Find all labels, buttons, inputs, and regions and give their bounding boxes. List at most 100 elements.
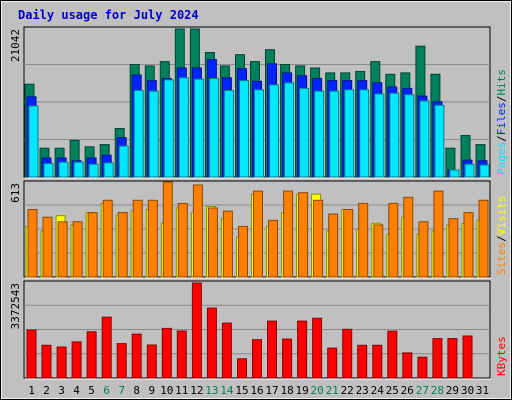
bar-visits-sites-day-4	[72, 221, 83, 278]
bar-visits-sites-day-3	[57, 221, 68, 278]
bar-visits-sites-day-31	[478, 199, 489, 278]
bar-visits-sites-day-2	[42, 216, 53, 278]
bar-visits-sites-day-28	[433, 190, 444, 278]
bar-kbytes-kbytes-day-28	[432, 338, 443, 379]
bar-kbytes-kbytes-day-4	[71, 341, 82, 379]
x-tick-label-day-26: 26	[401, 384, 414, 397]
bar-hits-pages-day-16	[254, 89, 264, 178]
bar-hits-pages-day-7	[118, 145, 129, 178]
panel-hits: 21042 Pages/Files/Hits	[9, 26, 508, 179]
bar-hits-pages-day-6	[103, 162, 114, 178]
bar-kbytes-kbytes-day-9	[146, 344, 157, 379]
bar-hits-pages-day-20	[314, 90, 325, 178]
bar-hits-pages-day-1	[28, 105, 39, 178]
bar-visits-sites-day-25	[388, 202, 399, 278]
x-tick-label-day-2: 2	[43, 384, 50, 397]
legend-label-sites: Sites	[495, 242, 508, 275]
x-tick-label-day-6: 6	[103, 384, 110, 397]
bar-kbytes-kbytes-day-1	[26, 329, 37, 379]
x-tick-label-day-20: 20	[310, 384, 323, 397]
bar-hits-pages-day-28	[434, 104, 445, 178]
x-tick-label-day-1: 1	[28, 384, 35, 397]
bar-kbytes-kbytes-day-22	[342, 328, 353, 379]
panel-visits: 613 Sites/Visits	[9, 180, 508, 279]
bar-hits-pages-day-10	[163, 79, 174, 178]
bar-kbytes-kbytes-day-24	[372, 344, 383, 379]
bar-kbytes-kbytes-day-30	[462, 335, 473, 379]
panel-hits-legend: Pages/Files/Hits	[495, 69, 508, 175]
bar-kbytes-kbytes-day-21	[327, 347, 338, 379]
bar-hits-pages-day-21	[329, 90, 340, 178]
bar-hits-pages-day-23	[359, 89, 370, 178]
bar-kbytes-kbytes-day-14	[221, 322, 232, 379]
bar-visits-sites-day-7	[117, 212, 128, 278]
bar-kbytes-kbytes-day-19	[297, 320, 308, 379]
bar-visits-sites-day-13	[207, 207, 218, 278]
bar-visits-sites-day-5	[87, 212, 98, 278]
bar-visits-sites-day-1	[27, 209, 38, 278]
x-tick-label-day-22: 22	[341, 384, 354, 397]
legend-separator: /	[495, 235, 508, 242]
bar-visits-sites-day-16	[253, 190, 263, 278]
x-tick-label-day-21: 21	[326, 384, 339, 397]
bar-visits-sites-day-6	[102, 199, 113, 278]
chart-panels: 21042 Pages/Files/Hits 613 Sites/Visits 3372…	[9, 26, 508, 397]
bar-hits-pages-day-13	[208, 78, 219, 178]
panel-visits-max-label: 613	[9, 183, 22, 203]
bar-visits-sites-day-19	[298, 192, 309, 278]
bar-hits-pages-day-18	[284, 82, 295, 178]
bar-kbytes-kbytes-day-13	[206, 307, 217, 379]
bar-visits-sites-day-20	[313, 199, 324, 278]
bar-kbytes-kbytes-day-10	[161, 327, 172, 379]
x-tick-label-day-14: 14	[220, 384, 234, 397]
bar-kbytes-kbytes-day-16	[252, 339, 262, 379]
bar-kbytes-kbytes-day-5	[86, 331, 97, 379]
x-tick-label-day-5: 5	[88, 384, 95, 397]
bar-hits-pages-day-17	[269, 84, 279, 178]
bar-visits-sites-day-9	[147, 199, 158, 278]
bar-hits-pages-day-12	[193, 78, 204, 178]
bar-hits-pages-day-11	[178, 77, 189, 178]
bar-visits-sites-day-10	[162, 181, 173, 278]
x-tick-label-day-18: 18	[280, 384, 293, 397]
bar-visits-sites-day-18	[283, 190, 294, 278]
bar-kbytes-kbytes-day-7	[116, 343, 127, 379]
bar-kbytes-kbytes-day-25	[387, 330, 398, 379]
legend-separator: /	[495, 96, 508, 103]
x-tick-label-day-4: 4	[73, 384, 80, 397]
bar-visits-sites-day-27	[418, 221, 429, 278]
bar-visits-sites-day-30	[463, 212, 474, 278]
x-tick-label-day-31: 31	[476, 384, 489, 397]
bar-hits-pages-day-15	[239, 80, 249, 178]
bar-visits-sites-day-26	[403, 196, 414, 278]
bar-kbytes-kbytes-day-3	[56, 346, 67, 379]
panel-kbytes-max-label: 3372543	[9, 283, 22, 329]
x-tick-label-day-25: 25	[386, 384, 399, 397]
x-tick-label-day-29: 29	[446, 384, 459, 397]
panel-visits-legend: Sites/Visits	[495, 196, 508, 276]
bar-visits-sites-day-22	[343, 209, 354, 278]
bar-visits-sites-day-17	[268, 219, 278, 278]
bar-visits-sites-day-21	[328, 213, 339, 278]
legend-label-hits: Hits	[495, 69, 508, 96]
bar-hits-pages-day-14	[223, 90, 234, 178]
bar-hits-pages-day-3	[58, 161, 69, 178]
bar-hits-pages-day-2	[43, 163, 54, 178]
legend-label-kbytes: KBytes	[495, 336, 508, 376]
bar-hits-pages-day-4	[73, 161, 84, 178]
bar-kbytes-kbytes-day-20	[312, 317, 323, 379]
x-tick-label-day-27: 27	[416, 384, 429, 397]
bar-visits-sites-day-23	[358, 202, 369, 278]
legend-label-files: Files	[495, 102, 508, 135]
legend-separator: /	[495, 135, 508, 142]
bar-hits-pages-day-8	[133, 90, 144, 178]
bar-hits-pages-day-22	[344, 89, 355, 178]
bar-visits-sites-day-24	[373, 224, 384, 278]
bar-kbytes-kbytes-day-17	[267, 320, 277, 379]
bar-visits-sites-day-14	[222, 210, 233, 278]
bar-visits-sites-day-11	[177, 202, 188, 278]
panel-hits-max-label: 21042	[9, 29, 22, 62]
chart-title: Daily usage for July 2024	[18, 8, 199, 22]
